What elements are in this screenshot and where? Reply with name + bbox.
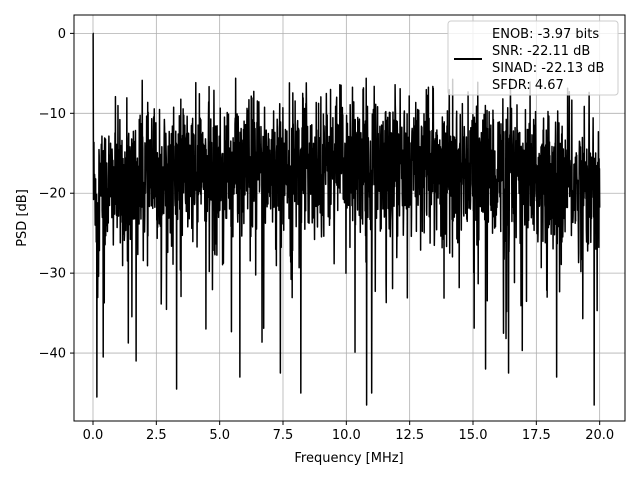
y-axis: 0 −10 −20 −30 −40 <box>39 27 74 362</box>
x-tick-label: 20.0 <box>585 428 614 443</box>
x-axis-label: Frequency [MHz] <box>294 451 403 466</box>
legend-line-enob: ENOB: -3.97 bits <box>492 27 599 42</box>
legend-line-sinad: SINAD: -22.13 dB <box>492 61 604 76</box>
legend-line-snr: SNR: -22.11 dB <box>492 44 590 59</box>
x-tick-label: 15.0 <box>459 428 488 443</box>
x-tick-label: 7.5 <box>273 428 294 443</box>
legend-line-sfdr: SFDR: 4.67 <box>492 78 564 93</box>
x-axis: 0.0 2.5 5.0 7.5 10.0 12.5 15.0 17.5 20.0 <box>83 421 614 443</box>
x-tick-label: 12.5 <box>395 428 424 443</box>
legend-box <box>447 20 619 96</box>
y-tick-label: 0 <box>58 27 66 42</box>
x-tick-label: 2.5 <box>146 428 167 443</box>
series-group <box>92 32 601 406</box>
y-axis-label: PSD [dB] <box>15 189 30 247</box>
x-tick-label: 0.0 <box>83 428 104 443</box>
psd-series-line <box>92 32 601 406</box>
y-tick-label: −10 <box>39 107 66 122</box>
y-tick-label: −40 <box>39 347 66 362</box>
x-tick-label: 17.5 <box>522 428 551 443</box>
y-tick-label: −20 <box>39 187 66 202</box>
x-tick-label: 5.0 <box>209 428 230 443</box>
y-tick-label: −30 <box>39 267 66 282</box>
x-tick-label: 10.0 <box>332 428 361 443</box>
plot-frame <box>73 14 626 422</box>
legend: ENOB: -3.97 bits SNR: -22.11 dB SINAD: -… <box>447 20 619 96</box>
